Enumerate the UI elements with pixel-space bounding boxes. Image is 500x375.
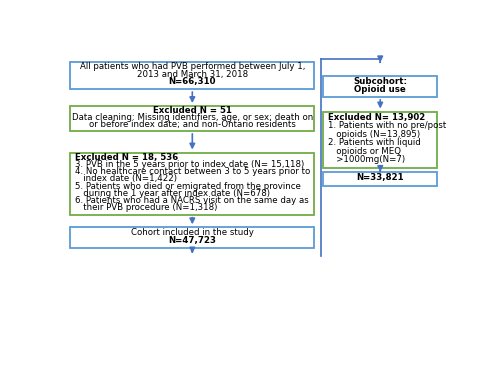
Text: 5. Patients who died or emigrated from the province: 5. Patients who died or emigrated from t… — [75, 182, 301, 190]
Text: during the 1 year after index date (N=678): during the 1 year after index date (N=67… — [75, 189, 270, 198]
Text: N=66,310: N=66,310 — [168, 77, 216, 86]
FancyBboxPatch shape — [323, 172, 438, 186]
Text: 6. Patients who had a NACRS visit on the same day as: 6. Patients who had a NACRS visit on the… — [75, 196, 308, 205]
Text: Subcohort:: Subcohort: — [353, 76, 407, 86]
Text: 4. No healthcare contact between 3 to 5 years prior to: 4. No healthcare contact between 3 to 5 … — [75, 167, 310, 176]
FancyBboxPatch shape — [70, 106, 314, 131]
Text: 3. PVB in the 5 years prior to index date (N= 15,118): 3. PVB in the 5 years prior to index dat… — [75, 160, 304, 169]
Text: Data cleaning: Missing identifiers, age, or sex; death on: Data cleaning: Missing identifiers, age,… — [72, 113, 313, 122]
Text: their PVB procedure (N=1,318): their PVB procedure (N=1,318) — [75, 203, 218, 212]
Text: opioids or MEQ: opioids or MEQ — [328, 147, 400, 156]
Text: Excluded N = 51: Excluded N = 51 — [153, 106, 232, 115]
FancyBboxPatch shape — [70, 153, 314, 214]
Text: opioids (N=13,895): opioids (N=13,895) — [328, 130, 420, 139]
Text: Excluded N = 18, 536: Excluded N = 18, 536 — [75, 153, 178, 162]
Text: Opioid use: Opioid use — [354, 85, 406, 94]
Text: >1000mg(N=7): >1000mg(N=7) — [328, 155, 405, 164]
Text: N=33,821: N=33,821 — [356, 174, 404, 183]
FancyBboxPatch shape — [323, 76, 438, 97]
FancyBboxPatch shape — [323, 111, 438, 168]
FancyBboxPatch shape — [70, 62, 314, 89]
Text: 1. Patients with no pre/post: 1. Patients with no pre/post — [328, 121, 446, 130]
Text: 2013 and March 31, 2018: 2013 and March 31, 2018 — [137, 70, 248, 79]
Text: Cohort included in the study: Cohort included in the study — [131, 228, 254, 237]
Text: All patients who had PVB performed between July 1,: All patients who had PVB performed betwe… — [80, 62, 305, 71]
Text: index date (N=1,422): index date (N=1,422) — [75, 174, 177, 183]
Text: Excluded N= 13,902: Excluded N= 13,902 — [328, 112, 425, 122]
Text: N=47,723: N=47,723 — [168, 236, 216, 245]
Text: 2. Patients with liquid: 2. Patients with liquid — [328, 138, 420, 147]
Text: or before index date; and non-Ontario residents: or before index date; and non-Ontario re… — [89, 120, 296, 129]
FancyBboxPatch shape — [70, 228, 314, 248]
